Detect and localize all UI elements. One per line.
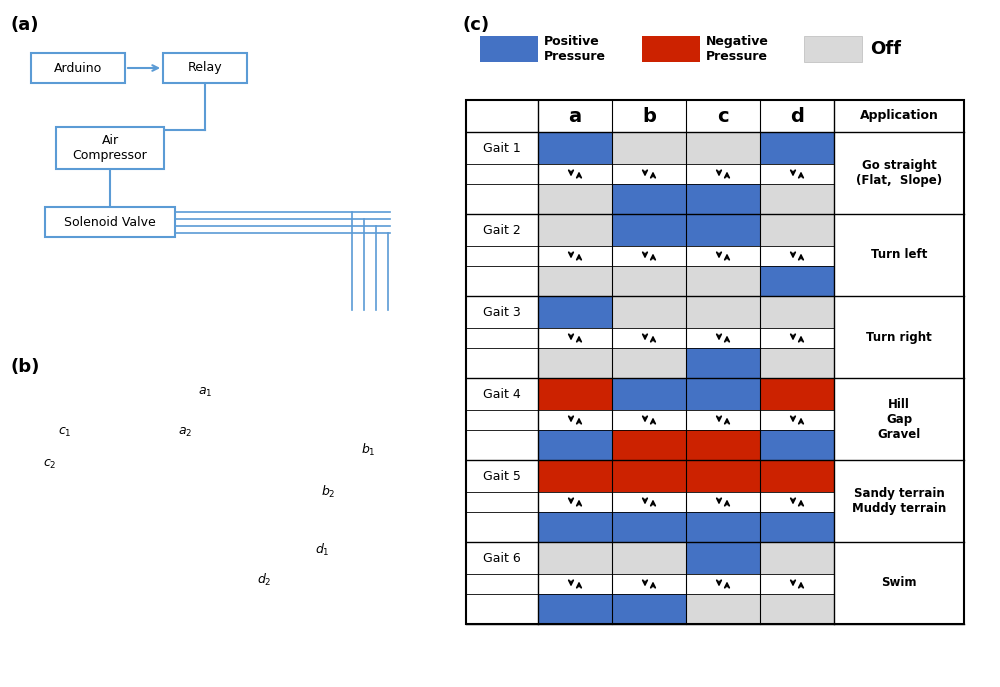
Bar bbox=[612, 378, 686, 410]
Bar bbox=[466, 328, 834, 348]
Bar bbox=[686, 594, 760, 624]
Text: $c_1$: $c_1$ bbox=[58, 425, 72, 438]
Text: $c_2$: $c_2$ bbox=[43, 458, 57, 471]
Bar bbox=[760, 296, 834, 328]
Text: $b_2$: $b_2$ bbox=[321, 484, 335, 500]
Bar bbox=[612, 132, 686, 164]
Text: Positive
Pressure: Positive Pressure bbox=[544, 35, 606, 63]
Bar bbox=[760, 348, 834, 378]
Bar bbox=[804, 36, 862, 62]
Bar bbox=[612, 594, 686, 624]
Text: Relay: Relay bbox=[188, 62, 222, 74]
Text: Off: Off bbox=[870, 40, 901, 58]
Bar bbox=[760, 594, 834, 624]
Text: Go straight
(Flat,  Slope): Go straight (Flat, Slope) bbox=[856, 159, 942, 187]
Text: Turn left: Turn left bbox=[871, 249, 927, 262]
Bar bbox=[760, 460, 834, 492]
Bar bbox=[538, 430, 612, 460]
Bar bbox=[760, 542, 834, 574]
Bar bbox=[538, 214, 612, 246]
Bar bbox=[466, 492, 834, 512]
Bar bbox=[538, 594, 612, 624]
Text: Arduino: Arduino bbox=[54, 62, 102, 74]
Bar bbox=[466, 410, 834, 430]
Text: Gait 1: Gait 1 bbox=[483, 142, 521, 155]
Text: Hill
Gap
Gravel: Hill Gap Gravel bbox=[877, 398, 921, 440]
Text: Air
Compressor: Air Compressor bbox=[73, 134, 147, 162]
Text: $a_2$: $a_2$ bbox=[178, 425, 192, 438]
FancyBboxPatch shape bbox=[31, 53, 125, 83]
Bar bbox=[612, 266, 686, 296]
Bar bbox=[538, 132, 612, 164]
Bar bbox=[760, 266, 834, 296]
Text: $a_1$: $a_1$ bbox=[198, 385, 212, 398]
Bar bbox=[642, 36, 700, 62]
Text: Turn right: Turn right bbox=[866, 330, 932, 344]
Text: d: d bbox=[790, 106, 804, 126]
Bar bbox=[538, 460, 612, 492]
Bar bbox=[686, 378, 760, 410]
Text: Gait 6: Gait 6 bbox=[483, 552, 521, 565]
Bar bbox=[538, 296, 612, 328]
Bar bbox=[760, 184, 834, 214]
Bar bbox=[538, 512, 612, 542]
Text: Gait 3: Gait 3 bbox=[483, 306, 521, 319]
Bar bbox=[466, 100, 964, 624]
Bar bbox=[686, 512, 760, 542]
Text: Negative
Pressure: Negative Pressure bbox=[706, 35, 769, 63]
Bar bbox=[538, 348, 612, 378]
Bar bbox=[686, 184, 760, 214]
Text: Sandy terrain
Muddy terrain: Sandy terrain Muddy terrain bbox=[852, 487, 946, 515]
Bar bbox=[686, 460, 760, 492]
Text: Gait 2: Gait 2 bbox=[483, 223, 521, 236]
Text: Swim: Swim bbox=[881, 576, 917, 589]
Text: b: b bbox=[642, 106, 656, 126]
Text: a: a bbox=[568, 106, 582, 126]
Text: $d_2$: $d_2$ bbox=[257, 572, 271, 588]
Bar bbox=[466, 574, 834, 594]
Text: (b): (b) bbox=[10, 358, 39, 376]
Text: (c): (c) bbox=[462, 16, 489, 34]
Bar bbox=[466, 100, 964, 624]
Bar bbox=[466, 246, 834, 266]
Text: Application: Application bbox=[860, 109, 938, 122]
Bar bbox=[686, 542, 760, 574]
Text: $d_1$: $d_1$ bbox=[315, 542, 329, 558]
Bar bbox=[612, 184, 686, 214]
Bar bbox=[612, 214, 686, 246]
Bar bbox=[480, 36, 538, 62]
Bar bbox=[612, 430, 686, 460]
Text: Gait 4: Gait 4 bbox=[483, 387, 521, 401]
Bar bbox=[686, 214, 760, 246]
Bar bbox=[612, 542, 686, 574]
Bar bbox=[612, 512, 686, 542]
Bar bbox=[686, 266, 760, 296]
Bar bbox=[686, 430, 760, 460]
Bar bbox=[760, 132, 834, 164]
Bar bbox=[538, 266, 612, 296]
Bar bbox=[760, 512, 834, 542]
Bar bbox=[686, 132, 760, 164]
Bar bbox=[466, 164, 834, 184]
Bar bbox=[538, 184, 612, 214]
Bar bbox=[686, 296, 760, 328]
Bar bbox=[760, 214, 834, 246]
Bar bbox=[538, 542, 612, 574]
Bar bbox=[760, 430, 834, 460]
Bar bbox=[760, 378, 834, 410]
Text: Solenoid Valve: Solenoid Valve bbox=[64, 216, 156, 229]
Bar bbox=[612, 296, 686, 328]
FancyBboxPatch shape bbox=[56, 127, 164, 169]
Bar bbox=[538, 378, 612, 410]
Text: c: c bbox=[717, 106, 729, 126]
FancyBboxPatch shape bbox=[45, 207, 175, 237]
Text: $b_1$: $b_1$ bbox=[361, 442, 375, 458]
Bar bbox=[612, 348, 686, 378]
Bar bbox=[686, 348, 760, 378]
FancyBboxPatch shape bbox=[163, 53, 247, 83]
Text: Gait 5: Gait 5 bbox=[483, 469, 521, 482]
Bar bbox=[612, 460, 686, 492]
Text: (a): (a) bbox=[10, 16, 38, 34]
